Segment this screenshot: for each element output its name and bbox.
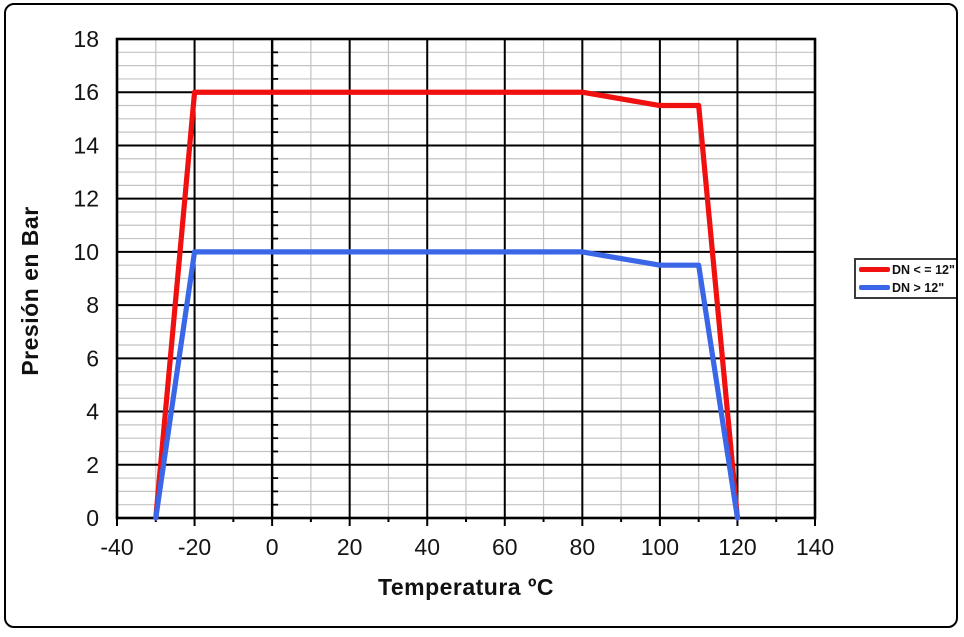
y-tick-label: 0 <box>86 505 99 531</box>
series-line-1 <box>153 249 741 521</box>
y-tick-label: 6 <box>86 345 99 371</box>
y-tick-label: 4 <box>86 399 99 425</box>
series-line-0 <box>153 89 741 521</box>
legend: DN < = 12" DN > 12" <box>854 258 958 299</box>
legend-swatch-blue-line <box>859 285 890 290</box>
x-tick-label: -20 <box>178 534 211 560</box>
x-axis-title: Temperatura ºC <box>377 574 555 600</box>
y-tick-label: 14 <box>73 132 99 158</box>
y-tick-label: 8 <box>86 292 99 318</box>
y-tick-label: 10 <box>73 239 99 265</box>
x-tick-label: 60 <box>492 534 518 560</box>
y-axis-title: Presión en Bar <box>17 206 43 376</box>
x-tick-label: 20 <box>337 534 363 560</box>
y-tick-label: 16 <box>73 79 99 105</box>
legend-swatch-red-line <box>859 267 890 272</box>
x-tick-label: 120 <box>718 534 756 560</box>
x-tick-label: 0 <box>266 534 279 560</box>
legend-label: DN > 12" <box>892 280 945 295</box>
x-tick-label: -40 <box>100 534 133 560</box>
x-tick-label: 80 <box>570 534 596 560</box>
legend-label: DN < = 12" <box>892 262 955 277</box>
x-tick-label: 140 <box>796 534 834 560</box>
x-tick-label: 100 <box>641 534 679 560</box>
y-tick-label: 12 <box>73 186 99 212</box>
y-tick-label: 2 <box>86 452 99 478</box>
legend-item-dn-gt-12: DN > 12" <box>859 280 953 295</box>
y-tick-label: 18 <box>73 26 99 52</box>
x-tick-label: 40 <box>414 534 440 560</box>
legend-item-dn-le-12: DN < = 12" <box>859 262 955 277</box>
